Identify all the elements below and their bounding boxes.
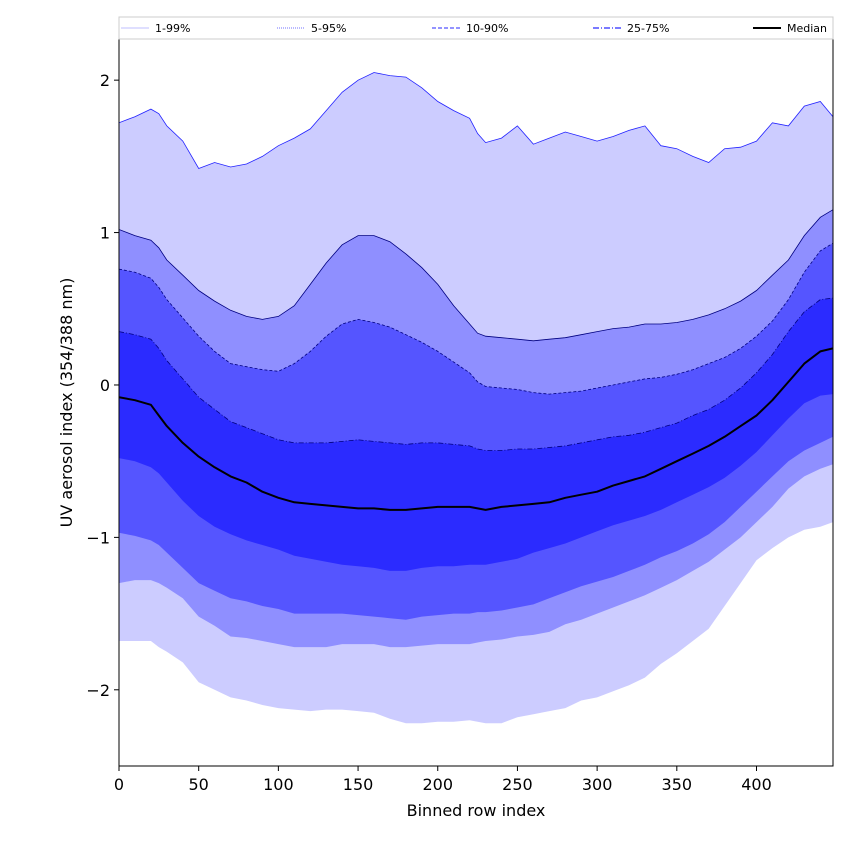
legend-label: 5-95% — [311, 22, 346, 35]
y-tick-label: 1 — [100, 224, 110, 243]
legend-label: 25-75% — [627, 22, 669, 35]
x-axis: 0 50 100 150 200 250 300 350 400 — [114, 766, 772, 794]
band-upper-line-25-75% — [119, 297, 833, 451]
band-upper-line-10-90% — [119, 242, 833, 395]
y-axis-label: UV aerosol index (354/388 nm) — [57, 278, 76, 528]
legend-label: Median — [787, 22, 827, 35]
y-tick-label: −2 — [86, 681, 110, 700]
legend-label: 1-99% — [155, 22, 190, 35]
x-tick-label: 0 — [114, 775, 124, 794]
band-upper-line-1-99% — [119, 72, 833, 169]
x-tick-label: 200 — [422, 775, 453, 794]
plot-area — [119, 72, 833, 724]
x-tick-label: 50 — [189, 775, 209, 794]
y-tick-label: −1 — [86, 528, 110, 547]
x-tick-label: 300 — [582, 775, 613, 794]
x-tick-label: 150 — [343, 775, 374, 794]
x-tick-label: 100 — [263, 775, 294, 794]
legend-label: 10-90% — [466, 22, 508, 35]
legend-box — [118, 16, 834, 40]
x-tick-label: 250 — [502, 775, 533, 794]
y-axis: −2 −1 0 1 2 — [86, 71, 119, 700]
x-axis-label: Binned row index — [407, 801, 546, 820]
series-line-median — [119, 347, 833, 511]
x-tick-label: 350 — [662, 775, 693, 794]
legend: 1-99% 5-95% 10-90% 25-75% Median — [118, 16, 834, 40]
y-tick-label: 0 — [100, 376, 110, 395]
x-tick-label: 400 — [741, 775, 772, 794]
y-tick-label: 2 — [100, 71, 110, 90]
band-upper-line-5-95% — [119, 209, 833, 342]
